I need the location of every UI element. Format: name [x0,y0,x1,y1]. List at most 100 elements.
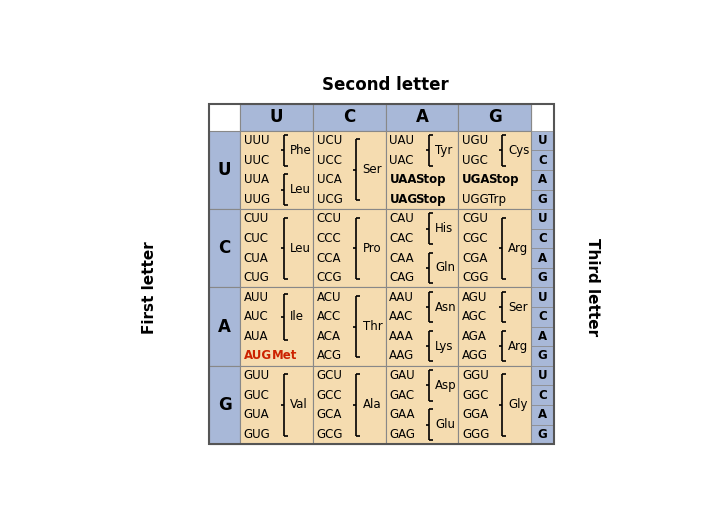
Text: Met: Met [272,350,297,362]
Text: AGA: AGA [462,330,487,343]
Text: UCG: UCG [317,193,343,206]
Bar [531,248,555,268]
Text: CUG: CUG [244,271,270,284]
Text: CAA: CAA [390,251,414,265]
Text: Third letter: Third letter [585,239,600,336]
Text: UUG: UUG [244,193,270,206]
Text: CCC: CCC [317,232,341,245]
Text: UAA: UAA [390,173,417,186]
Bar [313,131,385,209]
Text: Lys: Lys [435,339,454,353]
Text: A: A [538,173,547,186]
Bar [385,366,458,444]
Text: AGC: AGC [462,310,487,323]
Bar [458,104,531,131]
Text: UCU: UCU [317,134,342,147]
Bar [313,209,385,287]
Text: GAC: GAC [390,389,414,401]
Text: Tyr: Tyr [435,144,453,157]
Text: AUU: AUU [244,291,269,304]
Text: C: C [343,108,355,126]
Text: U: U [270,108,283,126]
Text: UCA: UCA [317,173,341,186]
Text: CUC: CUC [244,232,269,245]
Text: Ser: Ser [508,301,528,313]
Bar [240,104,531,131]
Text: Stop: Stop [416,173,446,186]
Text: GCC: GCC [317,389,342,401]
Text: Glu: Glu [435,418,455,431]
Text: Second letter: Second letter [322,76,449,94]
Bar [209,366,240,444]
Text: Leu: Leu [290,242,311,255]
Bar [458,366,531,444]
Text: C: C [538,389,547,401]
Text: Thr: Thr [363,320,382,333]
Text: CAU: CAU [390,212,414,225]
Text: ACG: ACG [317,350,342,362]
Text: GGG: GGG [462,428,489,441]
Text: CGG: CGG [462,271,489,284]
Text: U: U [538,212,547,225]
Text: Ser: Ser [363,163,382,177]
Text: C: C [538,232,547,245]
Text: His: His [435,222,453,235]
Bar [531,405,555,424]
Text: GUU: GUU [244,369,270,382]
Text: GUC: GUC [244,389,270,401]
Bar [531,189,555,209]
Text: UAG: UAG [390,193,417,206]
Bar [531,268,555,287]
Text: CUU: CUU [244,212,269,225]
Text: UUA: UUA [244,173,269,186]
Text: UGG: UGG [462,193,489,206]
Bar [240,287,313,366]
Text: A: A [416,108,428,126]
Bar [531,287,555,307]
Text: AAA: AAA [390,330,414,343]
Text: First letter: First letter [142,241,158,334]
Bar [531,386,555,405]
Text: Gln: Gln [435,261,455,274]
Text: Gly: Gly [508,398,528,412]
Text: Trp: Trp [488,193,506,206]
Text: Phe: Phe [290,144,312,157]
Text: AUC: AUC [244,310,269,323]
Bar [458,209,531,287]
Text: Asn: Asn [435,301,457,313]
Text: Arg: Arg [508,242,529,255]
Text: A: A [538,330,547,343]
Text: G: G [538,428,547,441]
Text: A: A [218,317,231,335]
Text: U: U [538,291,547,304]
Bar [209,287,240,366]
Text: ACC: ACC [317,310,341,323]
Bar [385,104,458,131]
Text: UGC: UGC [462,154,488,166]
Text: U: U [538,369,547,382]
Text: AUA: AUA [244,330,268,343]
Text: AGG: AGG [462,350,488,362]
Bar [531,327,555,346]
Text: CCU: CCU [317,212,342,225]
Bar [531,209,555,229]
Text: ACU: ACU [317,291,341,304]
Bar [313,366,385,444]
Bar [240,366,313,444]
Bar [385,209,458,287]
Text: GCU: GCU [317,369,343,382]
Bar [458,131,531,209]
Text: G: G [488,108,502,126]
Text: CGC: CGC [462,232,488,245]
Bar [209,104,555,444]
Text: Cys: Cys [508,144,529,157]
Bar [209,209,240,287]
Text: GUG: GUG [244,428,270,441]
Bar [531,346,555,366]
Bar [313,287,385,366]
Text: AUG: AUG [244,350,272,362]
Text: GCG: GCG [317,428,343,441]
Bar [531,307,555,327]
Bar [458,287,531,366]
Text: Arg: Arg [508,339,529,353]
